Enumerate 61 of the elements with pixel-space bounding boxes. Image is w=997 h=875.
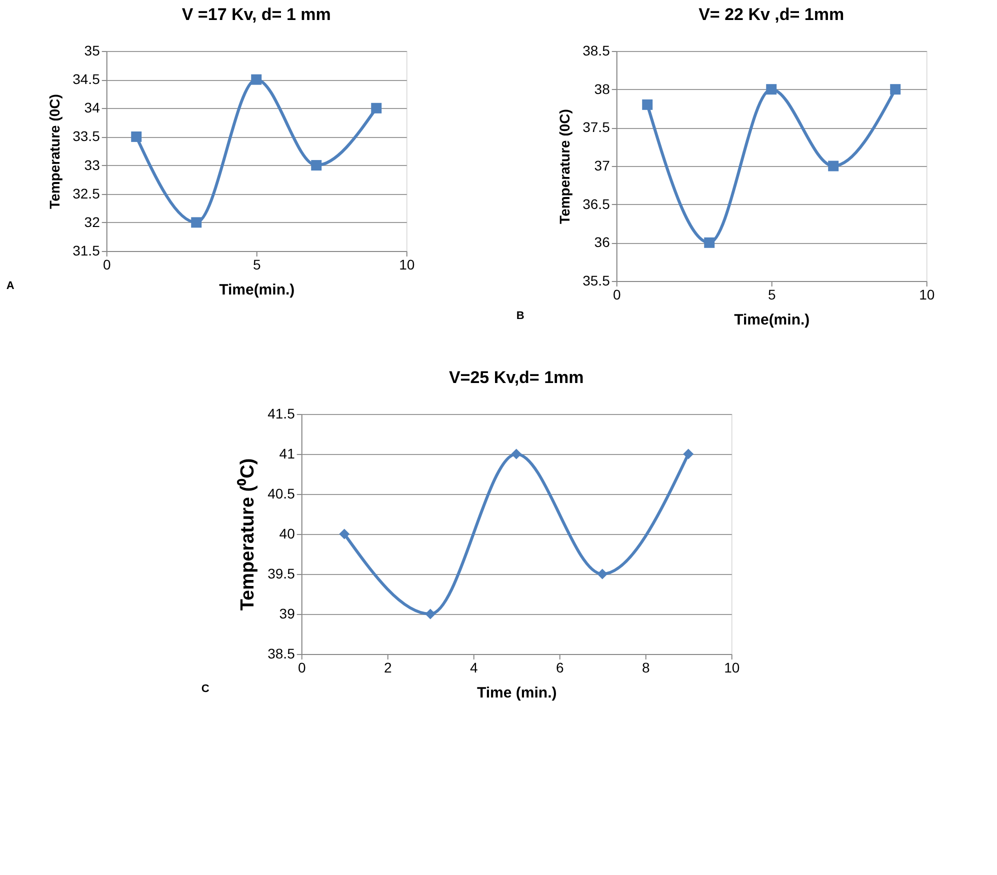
x-tick-label: 0 [298, 660, 306, 676]
point [683, 448, 694, 460]
point [131, 131, 142, 142]
point [251, 74, 262, 85]
y-tick-label: 38 [594, 80, 610, 97]
x-tick-label: 5 [768, 286, 776, 302]
chart-title: V= 22 Kv ,d= 1mm [698, 5, 844, 24]
y-tick-label: 32 [84, 214, 100, 230]
y-tick-label: 38.5 [582, 42, 610, 58]
y-tick-label: 34 [84, 100, 100, 116]
y-tick-label: 41.5 [268, 406, 296, 422]
point [642, 99, 653, 110]
x-tick-label: 4 [470, 660, 478, 676]
text: A [6, 280, 14, 292]
point [371, 102, 382, 114]
chart-title: V =17 Kv, d= 1 mm [182, 5, 331, 24]
y-tick-label: 32.5 [72, 185, 100, 202]
x-axis-title: Time(min.) [734, 312, 810, 328]
point [704, 237, 715, 248]
x-tick-label: 0 [102, 256, 111, 272]
text: B [516, 310, 524, 322]
x-tick-label: 10 [919, 286, 935, 302]
y-axis-title: Temperature (⁰C) [236, 458, 259, 611]
x-axis-title: Time(min.) [219, 282, 295, 298]
x-axis-title: Time (min.) [476, 684, 557, 702]
y-tick-label: 34.5 [72, 71, 100, 88]
point [511, 448, 522, 460]
x-tick-label: 6 [556, 660, 564, 676]
y-tick-label: 40.5 [268, 486, 296, 502]
y-tick-label: 39 [279, 606, 296, 622]
point [597, 568, 608, 580]
y-axis-title: Temperature (0C) [46, 94, 63, 209]
x-tick-label: 5 [252, 256, 261, 272]
y-tick-label: 35.5 [582, 272, 610, 288]
point [339, 528, 350, 540]
y-tick-label: 39.5 [268, 566, 296, 582]
y-tick-label: 37.5 [582, 119, 610, 136]
x-tick-label: 10 [399, 256, 415, 272]
y-tick-label: 41 [279, 446, 296, 462]
point [766, 84, 777, 95]
x-tick-label: 0 [612, 286, 621, 302]
y-tick-label: 33.5 [72, 128, 100, 144]
point [828, 160, 839, 172]
point [191, 217, 202, 228]
y-tick-label: 37 [594, 158, 610, 174]
y-tick-label: 40 [279, 526, 296, 542]
y-tick-label: 35 [84, 42, 100, 58]
text: C [201, 683, 210, 695]
chart-title: V=25 Kv,d= 1mm [448, 368, 584, 387]
point [890, 84, 901, 95]
y-tick-label: 31.5 [72, 242, 100, 258]
x-tick-label: 2 [384, 660, 392, 676]
x-tick-label: 10 [724, 660, 740, 676]
y-axis-title: Temperature (0C) [556, 109, 573, 224]
y-tick-label: 33 [84, 156, 100, 173]
point [425, 608, 436, 620]
y-tick-label: 36 [594, 234, 610, 250]
y-tick-label: 36.5 [582, 196, 610, 212]
point [311, 160, 322, 171]
x-tick-label: 8 [642, 660, 650, 676]
y-tick-label: 38.5 [268, 646, 296, 662]
